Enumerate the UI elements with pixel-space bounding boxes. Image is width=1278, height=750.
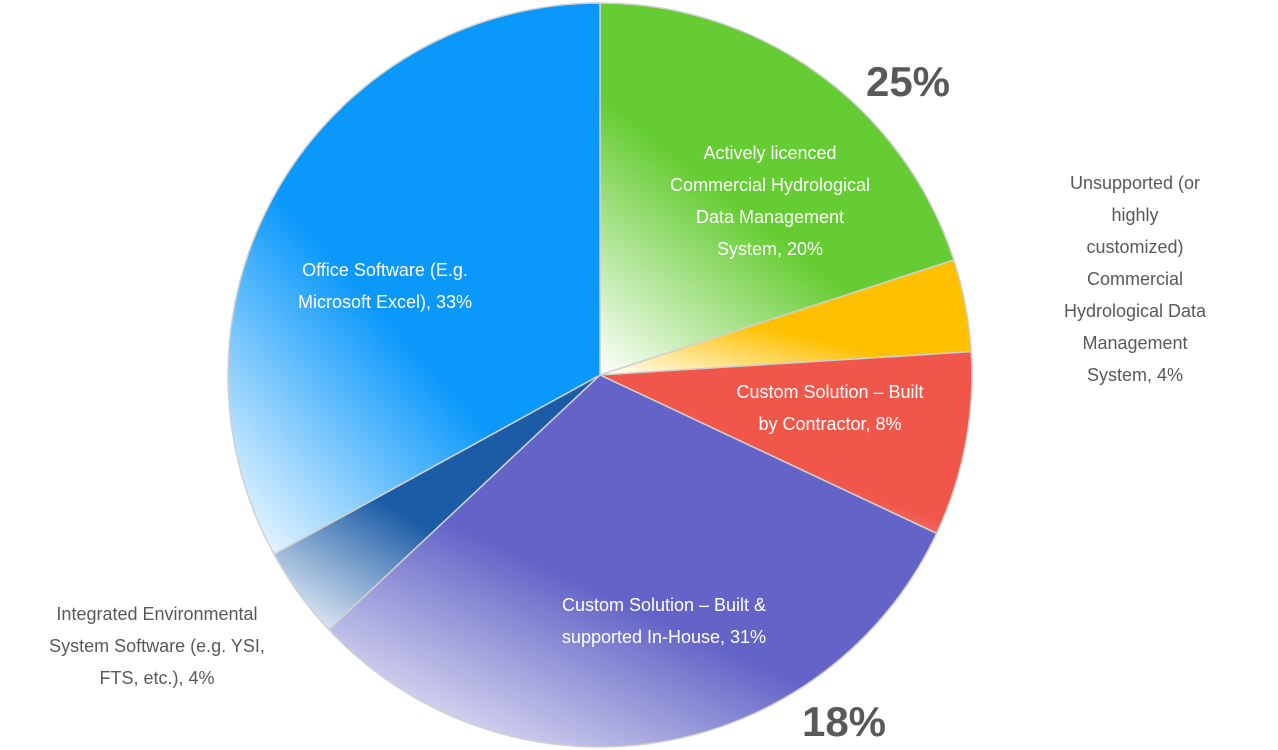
- pie-slice: [599, 350, 973, 535]
- slice-label: Office Software (E.g. Microsoft Excel), …: [297, 260, 473, 312]
- pie-slice: [599, 2, 955, 377]
- pie-slice: [227, 2, 601, 556]
- slice-label: Custom Solution – Built by Contractor, 8…: [736, 382, 924, 434]
- annotation: 18%: [801, 698, 887, 745]
- annotation: 25%: [865, 58, 951, 105]
- slice-label: Custom Solution – Built & supported In-H…: [561, 595, 767, 647]
- slice-label: Actively licenced Commercial Hydrologica…: [669, 143, 871, 259]
- pie-slice: [327, 374, 938, 748]
- slice-label: Unsupported (or highly customized) Comme…: [1063, 173, 1207, 385]
- slice-label: Integrated Environmental System Software…: [49, 604, 265, 688]
